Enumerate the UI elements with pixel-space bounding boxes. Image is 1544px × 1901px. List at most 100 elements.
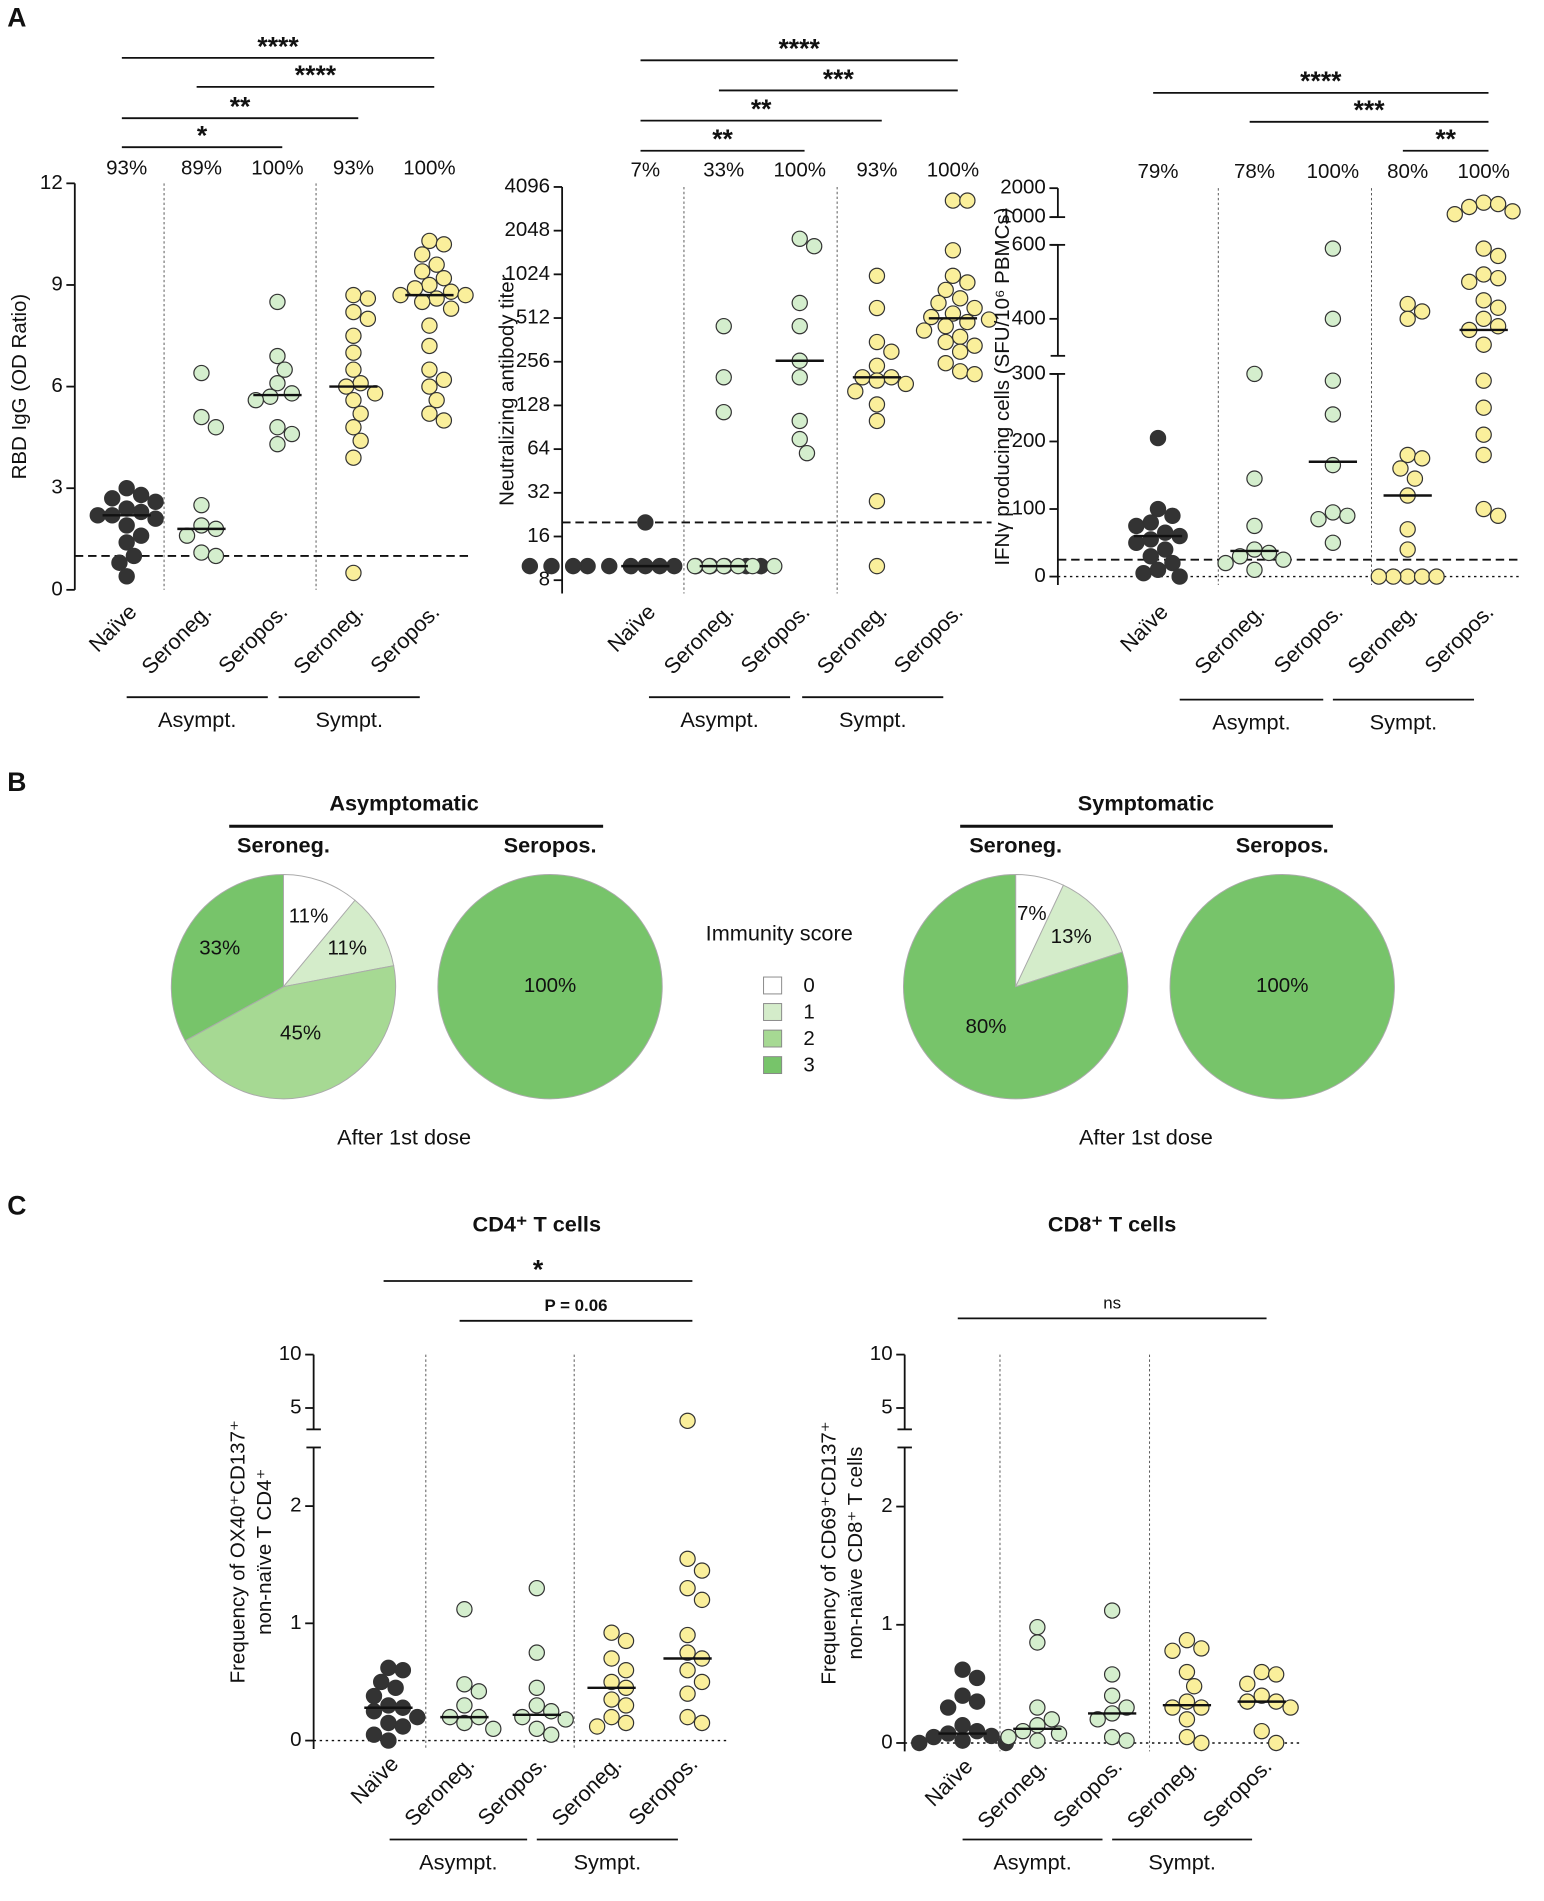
data-point (207, 547, 225, 565)
percent-label: 79% (1137, 160, 1178, 183)
data-point (514, 1708, 531, 1726)
data-point (283, 385, 301, 402)
y-tick-label: 9 (51, 272, 62, 295)
data-point (1324, 406, 1342, 423)
legend-swatch (763, 1029, 783, 1048)
data-point (791, 294, 808, 312)
data-point (132, 527, 150, 544)
data-point (1171, 568, 1188, 585)
y-tick-label: 512 (516, 305, 550, 328)
data-point (847, 383, 864, 400)
data-point (528, 1644, 545, 1661)
data-point (1370, 568, 1388, 585)
data-point (930, 294, 947, 312)
data-point (1399, 446, 1416, 464)
data-point (617, 1662, 635, 1679)
data-point (944, 242, 962, 259)
y-tick-label: 100 (1012, 496, 1046, 519)
data-point (868, 333, 886, 351)
data-point (617, 1714, 635, 1732)
pie-slice (1014, 884, 1123, 988)
category-label: Seropos. (213, 599, 292, 678)
data-point (269, 419, 286, 436)
pie-slice (282, 874, 356, 989)
data-point (528, 1697, 545, 1714)
significance-label: *** (1354, 95, 1386, 125)
data-point (1489, 195, 1507, 213)
data-point (693, 1591, 711, 1609)
data-point (883, 343, 900, 360)
data-point (1399, 568, 1416, 585)
data-point (1428, 568, 1445, 585)
data-point (1043, 1711, 1061, 1728)
data-point (679, 1626, 696, 1644)
data-point (1253, 1663, 1270, 1681)
data-point (485, 1720, 502, 1738)
data-point (1489, 507, 1507, 524)
y-tick-label: 5 (881, 1395, 892, 1418)
data-point (1231, 548, 1249, 565)
data-point (1157, 524, 1174, 541)
significance-label: **** (295, 60, 337, 90)
percent-label: 100% (403, 156, 455, 179)
data-point (1178, 1693, 1196, 1710)
data-point (207, 419, 225, 436)
y-axis-label: RBD IgG (OD Ratio) (8, 294, 31, 480)
data-point (373, 1673, 390, 1691)
data-point (915, 322, 933, 339)
data-point (868, 557, 886, 575)
data-point (247, 391, 264, 409)
data-point (414, 246, 431, 263)
y-tick-label: 128 (516, 393, 550, 416)
data-point (442, 283, 460, 300)
data-point (1118, 1699, 1135, 1716)
y-tick-label: 6 (51, 374, 62, 397)
data-point (345, 391, 362, 409)
data-point (345, 564, 362, 582)
data-point (118, 480, 135, 497)
data-point (380, 1659, 397, 1677)
data-point (1193, 1734, 1210, 1752)
data-point (959, 274, 976, 291)
data-point (283, 425, 301, 443)
slice-label: 45% (280, 1022, 321, 1045)
data-point (1253, 1722, 1270, 1740)
data-point (1185, 1678, 1203, 1695)
data-point (1385, 568, 1402, 585)
category-label: Seroneg. (136, 599, 216, 679)
data-point (1029, 1732, 1046, 1749)
category-label: Naïve (920, 1753, 978, 1811)
significance-label: ** (751, 94, 772, 124)
data-point (983, 1727, 1000, 1745)
legend-swatch (763, 1003, 783, 1021)
data-point (944, 192, 962, 209)
slice-label: 11% (327, 936, 367, 959)
data-point (868, 299, 886, 317)
data-point (1399, 541, 1416, 558)
data-point (470, 1683, 488, 1700)
data-point (868, 412, 886, 430)
data-point (1475, 266, 1492, 283)
y-axis-label: IFNγ producing cells (SFU/10⁶ PBMCs) (991, 208, 1014, 566)
group-label: Sympt. (1148, 1849, 1216, 1874)
data-point (868, 372, 886, 389)
percent-label: 100% (1457, 160, 1509, 183)
data-point (394, 1662, 412, 1679)
data-point (1475, 336, 1492, 353)
pie-group-title: Asymptomatic (329, 790, 479, 815)
pie-title: Seroneg. (237, 832, 330, 857)
data-point (1253, 1687, 1270, 1704)
category-label: Seropos. (1419, 599, 1498, 678)
data-point (442, 300, 460, 317)
data-point (954, 1717, 971, 1734)
y-axis-label: non-naïve CD8⁺ T cells (844, 1447, 867, 1660)
data-point (954, 1661, 971, 1678)
data-point (1399, 310, 1416, 328)
y-tick-label: 1024 (504, 262, 550, 285)
pie-caption: After 1st dose (1079, 1124, 1213, 1149)
data-point (365, 1703, 383, 1720)
data-point (365, 1687, 383, 1705)
data-point (715, 369, 732, 386)
data-point (193, 517, 210, 534)
slice-label: 80% (965, 1015, 1006, 1038)
